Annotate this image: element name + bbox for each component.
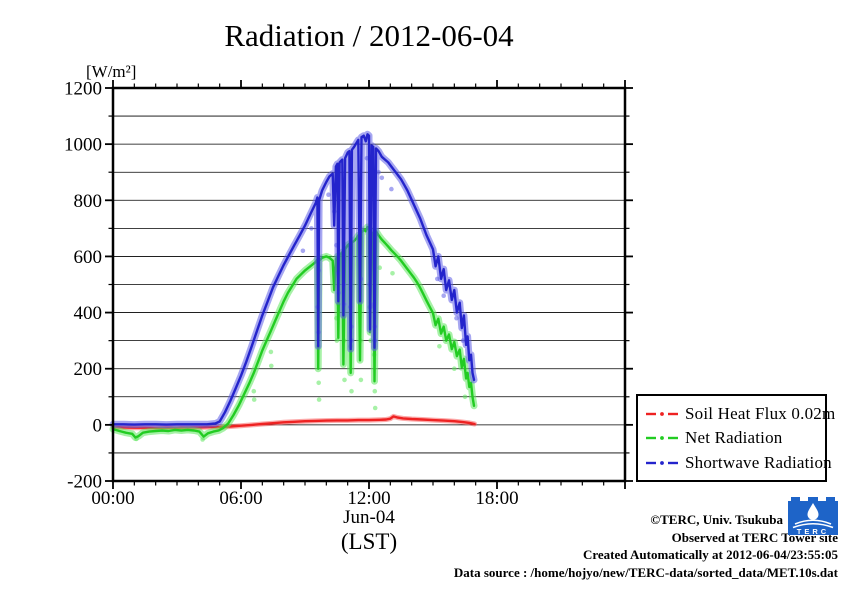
scatter-dot-net-radiation	[269, 363, 274, 369]
credits-block: ©TERC, Univ. Tsukuba Observed at TERC To…	[454, 511, 838, 581]
x-axis-timezone-label: (LST)	[341, 529, 397, 554]
x-tick-label: 06:00	[219, 488, 262, 509]
scatter-dot-shortwave-radiation	[376, 169, 381, 175]
scatter-dot-net-radiation	[316, 380, 322, 386]
terc-logo-icon: TERC	[788, 497, 838, 535]
legend-label-net-radiation: Net Radiation	[685, 428, 783, 447]
scatter-dot-net-radiation	[251, 388, 257, 394]
y-tick-label: -200	[67, 472, 102, 493]
scatter-dot-net-radiation	[452, 366, 457, 372]
credit-data-source: Data source : /home/hojyo/new/TERC-data/…	[453, 564, 838, 580]
y-axis-unit-label: [W/m²]	[86, 62, 136, 81]
legend-label-shortwave-radiation: Shortwave Radiation	[685, 452, 832, 472]
scatter-dot-net-radiation	[251, 397, 257, 402]
scatter-dot-net-radiation	[462, 394, 468, 400]
scatter-dot-shortwave-radiation	[300, 248, 306, 254]
scatter-dot-shortwave-radiation	[379, 175, 385, 181]
x-tick-label: 18:00	[475, 488, 518, 509]
y-tick-label: 1000	[64, 135, 102, 156]
scatter-dot-shortwave-radiation	[435, 276, 440, 282]
scatter-dot-net-radiation	[349, 388, 354, 394]
scatter-dot-net-radiation	[390, 271, 395, 276]
x-tick-label: 12:00	[347, 488, 390, 509]
series-glow-net-radiation	[109, 223, 478, 441]
scatter-dot-shortwave-radiation	[460, 338, 466, 343]
water-drop-icon	[807, 503, 819, 520]
legend-label-soil-heat-flux: Soil Heat Flux 0.02m	[685, 403, 836, 423]
legend-line-sample-blue-icon	[646, 460, 678, 465]
y-tick-label: 400	[74, 303, 103, 324]
scatter-dot-net-radiation	[372, 405, 378, 411]
credit-observed-at: Observed at TERC Tower site	[671, 529, 838, 545]
scatter-dot-net-radiation	[372, 388, 378, 394]
scatter-dot-net-radiation	[358, 377, 364, 383]
legend-item-shortwave-radiation: Shortwave Radiation	[645, 453, 832, 473]
legend-item-net-radiation: Net Radiation	[645, 428, 821, 448]
legend-line-sample-red-icon	[646, 411, 678, 416]
scatter-dot-shortwave-radiation	[389, 186, 394, 192]
scatter-dot-net-radiation	[316, 397, 322, 402]
y-tick-label: 0	[93, 415, 103, 436]
credit-created-at: Created Automatically at 2012-06-04/23:5…	[582, 547, 838, 562]
series-line-shortwave-radiation	[111, 133, 476, 426]
scatter-dot-shortwave-radiation	[454, 315, 459, 321]
x-axis-date-label: Jun-04	[343, 507, 395, 528]
x-tick-label: 00:00	[91, 488, 134, 509]
y-tick-label: 600	[74, 247, 103, 268]
legend-line-sample-green-icon	[646, 436, 678, 440]
scatter-dot-shortwave-radiation	[309, 226, 314, 231]
scatter-dot-net-radiation	[268, 349, 274, 355]
credit-copyright: ©TERC, Univ. Tsukuba	[650, 512, 783, 527]
scatter-dot-net-radiation	[342, 377, 347, 383]
y-tick-label: 1200	[64, 79, 102, 100]
scatter-dot-net-radiation	[437, 344, 442, 349]
scatter-dot-shortwave-radiation	[441, 293, 447, 299]
y-tick-label: 800	[74, 191, 103, 212]
legend-item-soil-heat-flux: Soil Heat Flux 0.02m	[645, 404, 835, 424]
terc-logo-text: TERC	[797, 527, 829, 535]
legend: Soil Heat Flux 0.02m Net Radiation Short…	[636, 394, 835, 482]
scatter-dot-net-radiation	[334, 338, 340, 343]
y-tick-label: 200	[74, 359, 103, 380]
scatter-dot-net-radiation	[200, 437, 205, 442]
chart-title: Radiation / 2012-06-04	[224, 18, 514, 53]
series-line-net-radiation	[111, 225, 476, 439]
scatter-dot-shortwave-radiation	[326, 192, 331, 197]
